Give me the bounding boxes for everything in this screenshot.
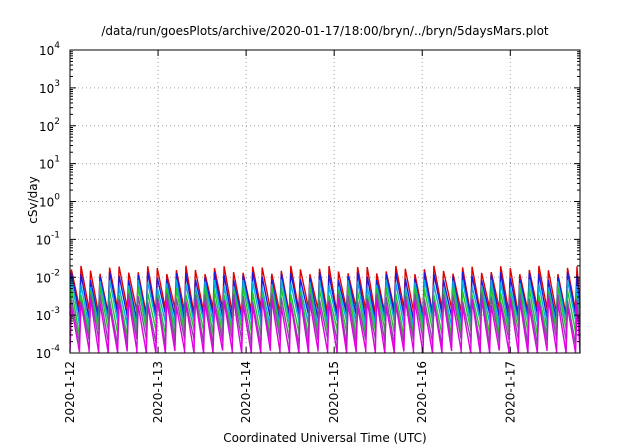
y-tick-label: 104 bbox=[39, 41, 60, 58]
y-tick-label: 10-2 bbox=[36, 268, 60, 285]
y-axis: 10-4 10-3 10-2 10-1 100 101 102 103 104 bbox=[36, 41, 580, 361]
chart-title: /data/run/goesPlots/archive/2020-01-17/1… bbox=[101, 24, 549, 38]
x-tick-label: 2020-1-14 bbox=[239, 361, 253, 423]
x-tick-label: 2020-1-12 bbox=[63, 361, 77, 423]
y-tick-label: 103 bbox=[39, 79, 60, 96]
y-tick-label: 101 bbox=[39, 155, 60, 172]
x-tick-label: 2020-1-13 bbox=[151, 361, 165, 423]
series-group bbox=[69, 265, 581, 354]
y-tick-label: 10-3 bbox=[36, 306, 60, 323]
x-axis: 2020-1-12 2020-1-13 2020-1-14 2020-1-15 2020… bbox=[63, 50, 517, 423]
y-tick-label: 10-4 bbox=[36, 344, 61, 361]
x-tick-label: 2020-1-17 bbox=[503, 361, 517, 423]
y-tick-label: 100 bbox=[39, 193, 60, 210]
y-tick-label: 10-1 bbox=[36, 230, 60, 247]
series-line-6 bbox=[69, 298, 581, 354]
x-tick-label: 2020-1-15 bbox=[327, 361, 341, 423]
y-axis-label: cSv/day bbox=[26, 176, 40, 223]
x-tick-label: 2020-1-16 bbox=[415, 361, 429, 423]
x-axis-label: Coordinated Universal Time (UTC) bbox=[223, 431, 426, 445]
y-tick-label: 102 bbox=[39, 117, 60, 134]
